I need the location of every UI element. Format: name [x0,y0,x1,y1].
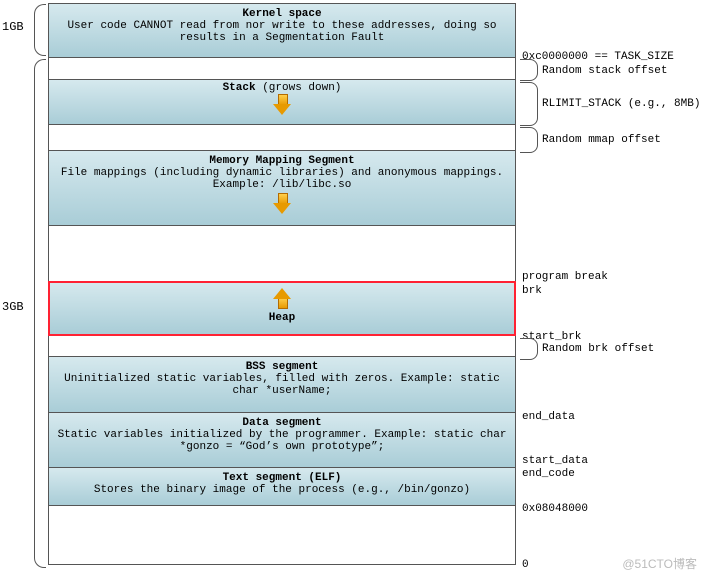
brace-rand-brk [520,338,538,360]
segment-text: Text segment (ELF) Stores the binary ima… [49,468,515,506]
heap-title: Heap [55,312,509,324]
stack-suffix: (grows down) [256,82,342,94]
brace-1gb [34,4,46,56]
stack-title-line: Stack (grows down) [55,82,509,94]
annot-zero: 0 [522,559,529,571]
segment-stack: Stack (grows down) [49,80,515,125]
segment-kernel: Kernel space User code CANNOT read from … [49,4,515,58]
size-1gb-label: 1GB [2,20,24,34]
bss-desc: Uninitialized static variables, filled w… [55,373,509,397]
arrow-down-icon [273,94,291,116]
arrow-up-icon [273,287,291,309]
memory-layout-diagram: Kernel space User code CANNOT read from … [48,3,696,570]
annot-end-data: end_data [522,411,575,423]
annot-task-size: 0xc0000000 == TASK_SIZE [522,51,674,63]
brace-rand-stack [520,59,538,81]
gap-above-heap [49,226,515,282]
watermark: @51CTO博客 [622,555,697,572]
kernel-title: Kernel space [55,8,509,20]
annot-start-data: start_data [522,455,588,467]
stack-title: Stack [223,82,256,94]
annot-end-code: end_code [522,468,575,480]
gap-bottom [49,506,515,564]
brace-rlimit [520,82,538,126]
gap-stack-offset [49,58,515,80]
data-desc: Static variables initialized by the prog… [55,429,509,453]
segment-stack-column: Kernel space User code CANNOT read from … [48,3,516,565]
brace-rand-mmap [520,127,538,153]
annot-brk: brk [522,285,542,297]
text-title: Text segment (ELF) [55,472,509,484]
annot-rand-brk: Random brk offset [542,343,654,355]
annot-program-break: program break [522,271,608,283]
segment-data: Data segment Static variables initialize… [49,413,515,468]
mmap-title: Memory Mapping Segment [55,155,509,167]
data-title: Data segment [55,417,509,429]
mmap-desc: File mappings (including dynamic librari… [55,167,509,191]
bss-title: BSS segment [55,361,509,373]
annot-text-addr: 0x08048000 [522,503,588,515]
annot-rlimit: RLIMIT_STACK (e.g., 8MB) [542,98,700,110]
size-3gb-label: 3GB [2,300,24,314]
segment-heap: Heap [49,282,515,335]
gap-brk-offset [49,335,515,357]
gap-mmap-offset [49,125,515,151]
annot-rand-stack: Random stack offset [542,65,667,77]
segment-bss: BSS segment Uninitialized static variabl… [49,357,515,413]
kernel-desc: User code CANNOT read from nor write to … [55,20,509,44]
arrow-down-icon [273,193,291,215]
brace-3gb [34,59,46,568]
segment-mmap: Memory Mapping Segment File mappings (in… [49,151,515,226]
text-desc: Stores the binary image of the process (… [55,484,509,496]
annot-rand-mmap: Random mmap offset [542,134,661,146]
